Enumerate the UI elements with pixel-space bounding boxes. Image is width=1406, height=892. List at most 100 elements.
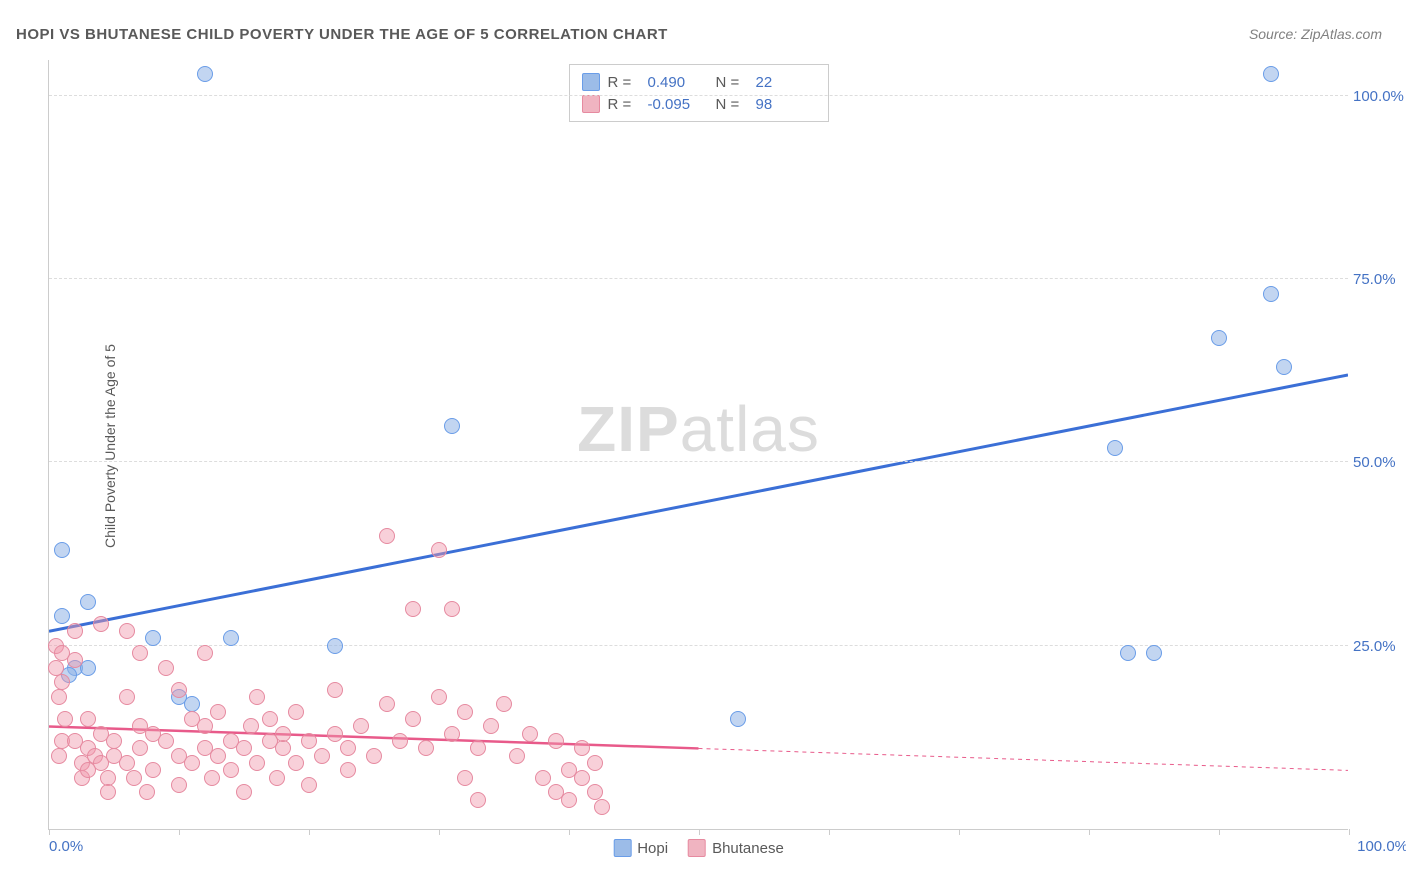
scatter-point-bhutanese	[236, 740, 252, 756]
scatter-point-bhutanese	[470, 792, 486, 808]
series-legend: Hopi Bhutanese	[613, 839, 784, 857]
scatter-point-bhutanese	[392, 733, 408, 749]
scatter-point-bhutanese	[457, 770, 473, 786]
scatter-point-hopi	[1120, 645, 1136, 661]
legend-row-hopi: R =0.490N =22	[582, 71, 816, 93]
scatter-point-bhutanese	[184, 755, 200, 771]
x-tick	[829, 829, 830, 835]
legend-swatch	[613, 839, 631, 857]
y-tick-label: 75.0%	[1353, 271, 1406, 288]
trend-line-hopi	[49, 375, 1348, 631]
scatter-point-bhutanese	[236, 784, 252, 800]
legend-n-label: N =	[716, 74, 748, 91]
x-tick	[1349, 829, 1350, 835]
scatter-point-bhutanese	[574, 770, 590, 786]
legend-r-label: R =	[608, 96, 640, 113]
scatter-point-bhutanese	[51, 748, 67, 764]
y-tick-label: 50.0%	[1353, 454, 1406, 471]
scatter-point-hopi	[1146, 645, 1162, 661]
x-tick	[179, 829, 180, 835]
scatter-point-bhutanese	[210, 748, 226, 764]
scatter-point-bhutanese	[405, 601, 421, 617]
scatter-point-bhutanese	[197, 645, 213, 661]
legend-swatch	[688, 839, 706, 857]
scatter-point-bhutanese	[126, 770, 142, 786]
scatter-point-bhutanese	[249, 689, 265, 705]
scatter-point-bhutanese	[522, 726, 538, 742]
scatter-point-bhutanese	[262, 711, 278, 727]
scatter-point-hopi	[327, 638, 343, 654]
source-credit: Source: ZipAtlas.com	[1249, 26, 1382, 42]
x-tick	[49, 829, 50, 835]
legend-label: Bhutanese	[712, 840, 784, 857]
scatter-point-bhutanese	[275, 740, 291, 756]
gridline	[49, 95, 1348, 96]
scatter-point-bhutanese	[444, 726, 460, 742]
scatter-point-bhutanese	[54, 674, 70, 690]
scatter-point-bhutanese	[431, 542, 447, 558]
plot-area: ZIPatlas R =0.490N =22R =-0.095N =98 Hop…	[48, 60, 1348, 830]
scatter-point-bhutanese	[366, 748, 382, 764]
scatter-point-bhutanese	[574, 740, 590, 756]
scatter-point-bhutanese	[132, 645, 148, 661]
scatter-point-bhutanese	[158, 660, 174, 676]
legend-n-value: 98	[756, 96, 816, 113]
scatter-point-bhutanese	[100, 784, 116, 800]
scatter-point-bhutanese	[483, 718, 499, 734]
correlation-legend: R =0.490N =22R =-0.095N =98	[569, 64, 829, 122]
x-tick	[309, 829, 310, 835]
scatter-point-bhutanese	[418, 740, 434, 756]
scatter-point-hopi	[1263, 286, 1279, 302]
scatter-point-bhutanese	[405, 711, 421, 727]
legend-row-bhutanese: R =-0.095N =98	[582, 93, 816, 115]
scatter-point-bhutanese	[353, 718, 369, 734]
scatter-point-bhutanese	[470, 740, 486, 756]
scatter-point-bhutanese	[314, 748, 330, 764]
scatter-point-hopi	[223, 630, 239, 646]
scatter-point-bhutanese	[379, 528, 395, 544]
scatter-point-bhutanese	[561, 792, 577, 808]
scatter-point-hopi	[54, 542, 70, 558]
legend-r-value: -0.095	[648, 96, 708, 113]
scatter-point-bhutanese	[288, 755, 304, 771]
scatter-point-hopi	[184, 696, 200, 712]
scatter-point-bhutanese	[548, 733, 564, 749]
scatter-point-bhutanese	[51, 689, 67, 705]
legend-n-value: 22	[756, 74, 816, 91]
scatter-point-bhutanese	[269, 770, 285, 786]
scatter-point-hopi	[1211, 330, 1227, 346]
scatter-point-hopi	[730, 711, 746, 727]
scatter-point-bhutanese	[100, 770, 116, 786]
legend-label: Hopi	[637, 840, 668, 857]
y-tick-label: 25.0%	[1353, 638, 1406, 655]
scatter-point-bhutanese	[204, 770, 220, 786]
scatter-point-bhutanese	[132, 740, 148, 756]
y-tick-label: 100.0%	[1353, 88, 1406, 105]
trend-lines	[49, 60, 1348, 829]
x-tick-label-end: 100.0%	[1357, 838, 1406, 855]
watermark: ZIPatlas	[577, 392, 820, 466]
scatter-point-hopi	[1107, 440, 1123, 456]
scatter-point-bhutanese	[48, 660, 64, 676]
scatter-point-hopi	[1263, 66, 1279, 82]
scatter-point-bhutanese	[119, 689, 135, 705]
legend-item-bhutanese: Bhutanese	[688, 839, 784, 857]
scatter-point-bhutanese	[67, 623, 83, 639]
gridline	[49, 278, 1348, 279]
scatter-point-bhutanese	[197, 718, 213, 734]
scatter-point-bhutanese	[340, 762, 356, 778]
scatter-point-bhutanese	[106, 733, 122, 749]
scatter-point-bhutanese	[275, 726, 291, 742]
legend-r-label: R =	[608, 74, 640, 91]
scatter-point-bhutanese	[249, 755, 265, 771]
legend-swatch	[582, 95, 600, 113]
x-tick-label-start: 0.0%	[49, 838, 83, 855]
x-tick	[699, 829, 700, 835]
gridline	[49, 461, 1348, 462]
scatter-point-bhutanese	[327, 682, 343, 698]
x-tick	[1089, 829, 1090, 835]
scatter-point-bhutanese	[67, 652, 83, 668]
scatter-point-bhutanese	[301, 777, 317, 793]
x-tick	[959, 829, 960, 835]
legend-item-hopi: Hopi	[613, 839, 668, 857]
